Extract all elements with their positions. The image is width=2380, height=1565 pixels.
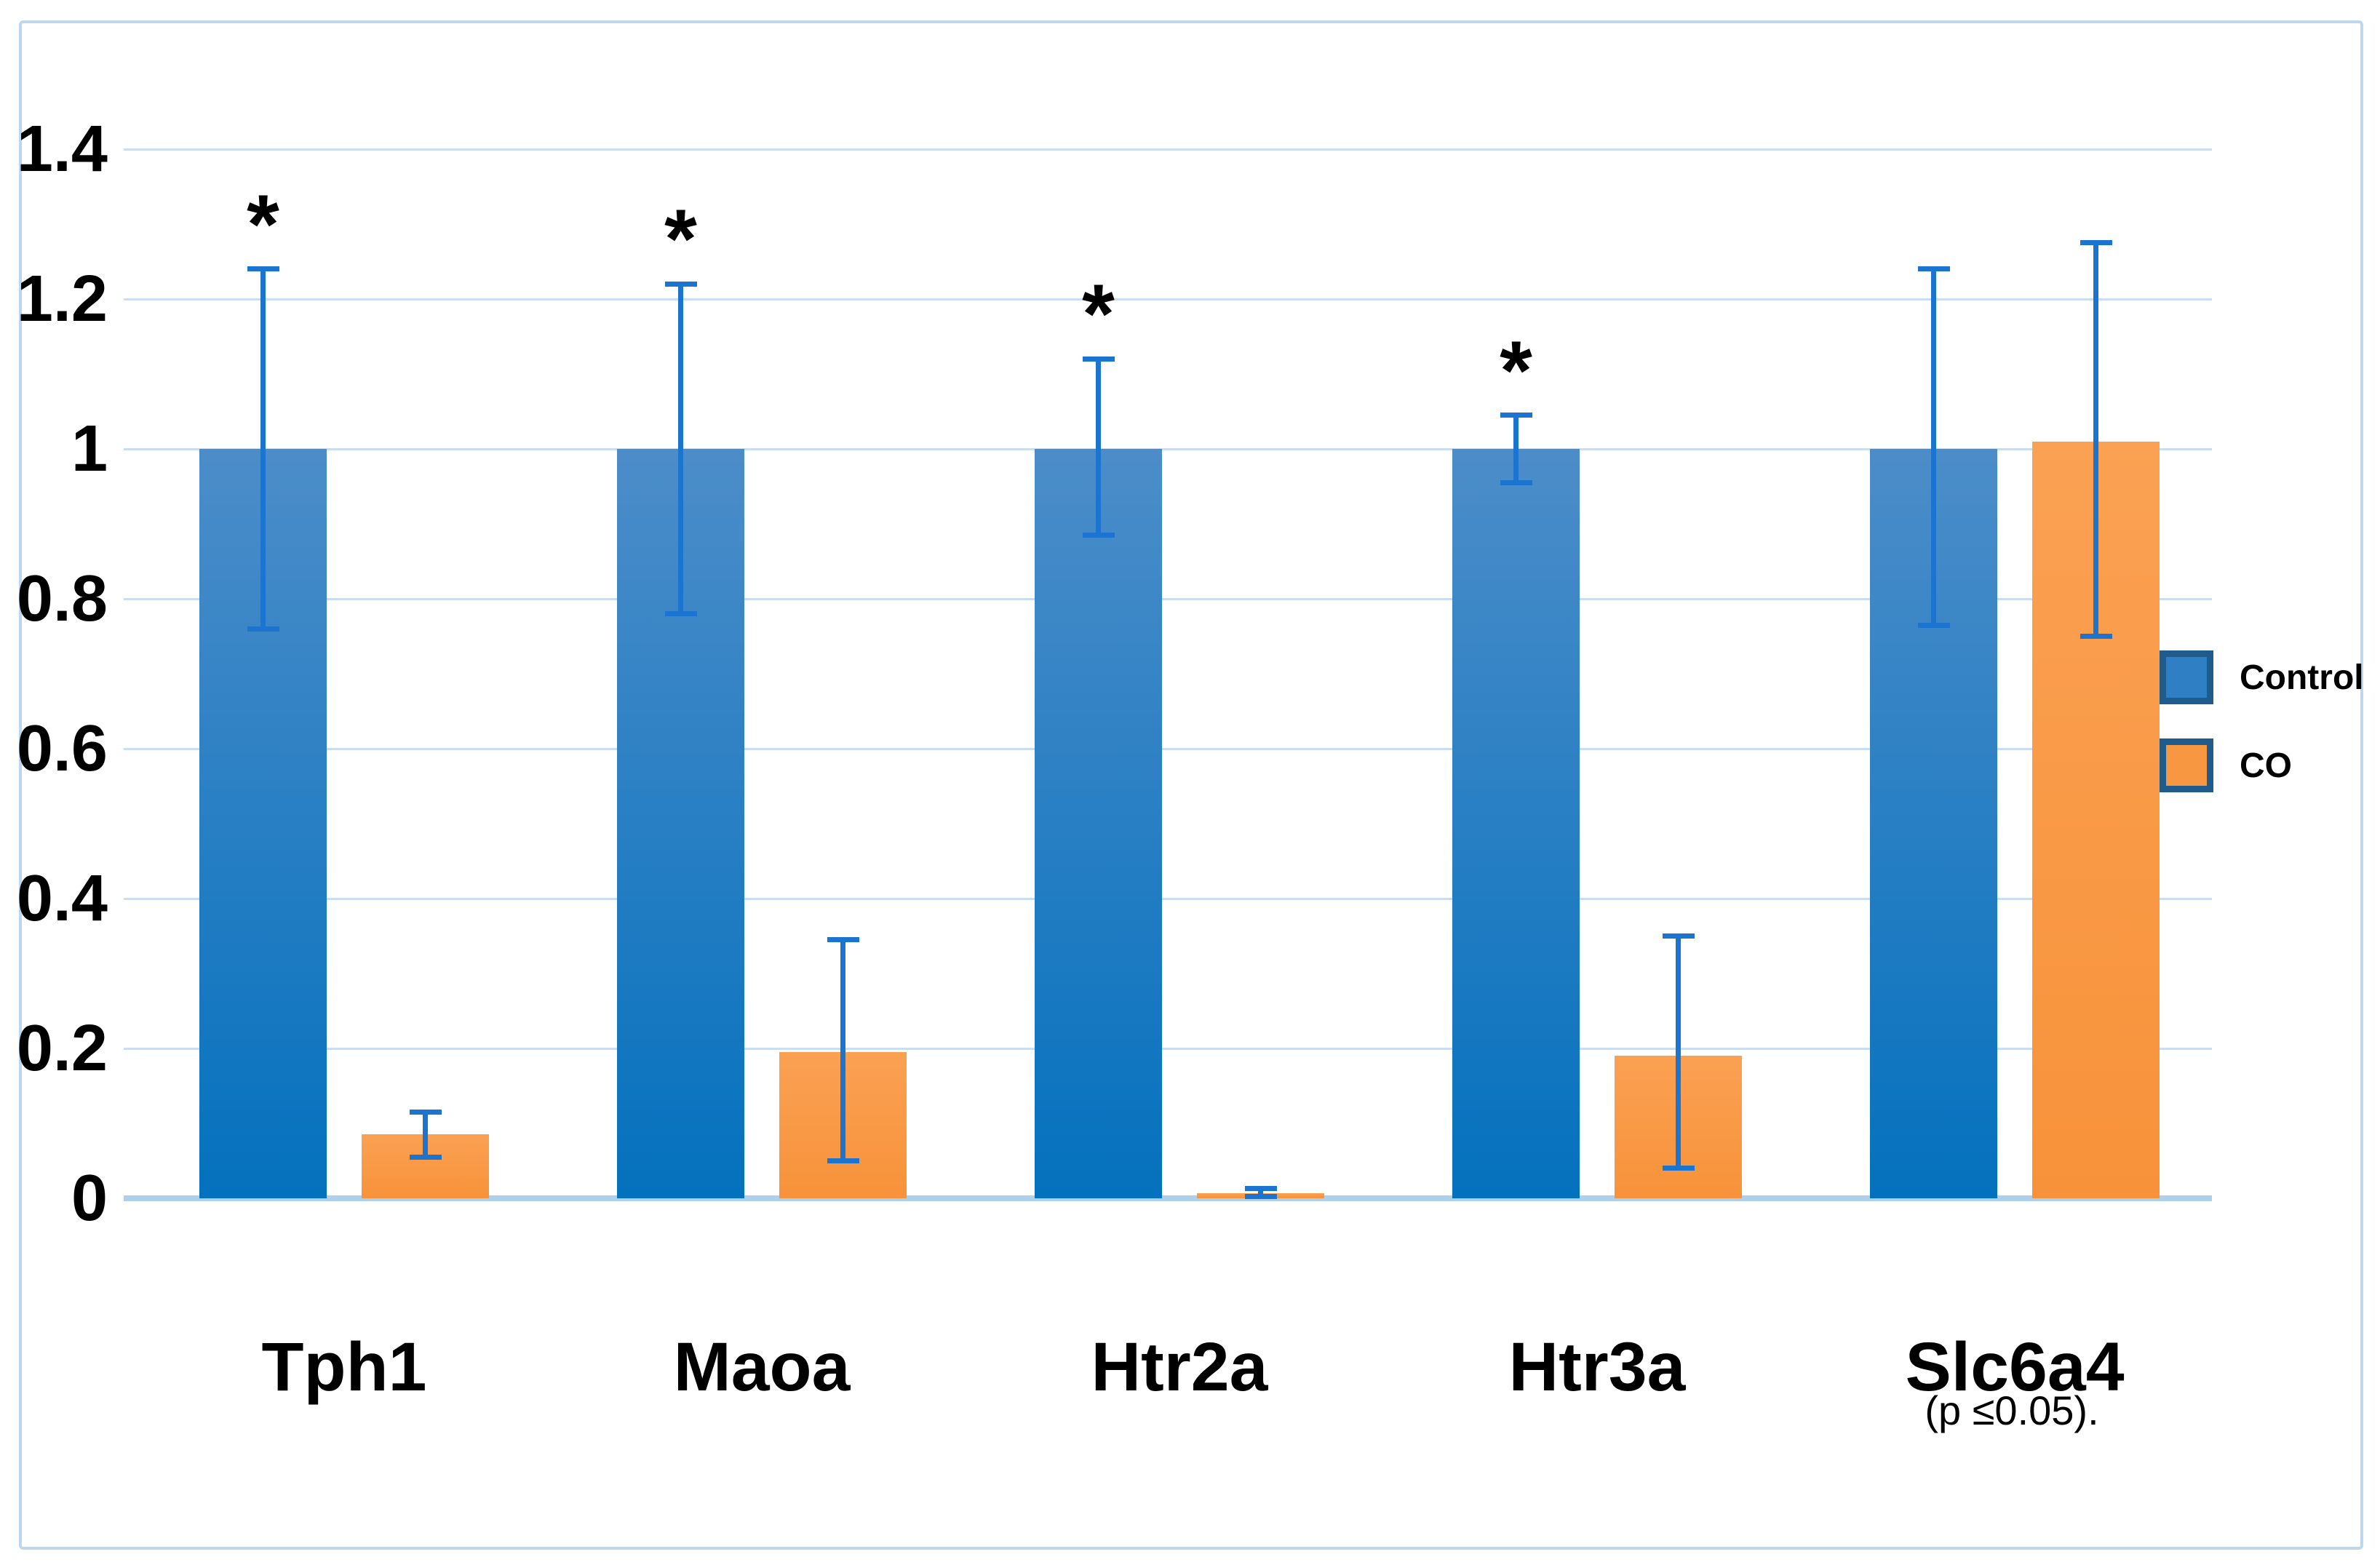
error-bar-cap bbox=[1500, 413, 1532, 418]
error-bar-co-slc6a4 bbox=[2093, 242, 2098, 637]
gridline bbox=[124, 447, 2212, 450]
gridline bbox=[124, 897, 2212, 900]
error-bar-cap bbox=[1662, 1166, 1695, 1171]
p-value-annotation: (p ≤0.05). bbox=[1925, 1387, 2099, 1433]
error-bar-cap bbox=[1662, 933, 1695, 939]
error-bar-control-maoa bbox=[678, 284, 683, 614]
error-bar-co-tph1 bbox=[423, 1112, 428, 1158]
significance-asterisk-htr3a: * bbox=[1500, 324, 1532, 418]
error-bar-cap bbox=[409, 1154, 442, 1160]
error-bar-cap bbox=[1500, 479, 1532, 485]
error-bar-cap bbox=[247, 266, 279, 272]
error-bar-control-htr2a bbox=[1096, 359, 1101, 535]
y-tick-label: 0.2 bbox=[16, 1012, 108, 1085]
control-swatch-icon bbox=[2160, 650, 2213, 704]
significance-asterisk-tph1: * bbox=[247, 178, 279, 271]
y-tick-label: 1.2 bbox=[16, 263, 108, 335]
gridline bbox=[124, 148, 2212, 151]
y-tick-label: 0 bbox=[71, 1162, 108, 1235]
error-bar-cap bbox=[2079, 634, 2112, 639]
legend-label-co: CO bbox=[2240, 746, 2292, 785]
co-swatch-icon bbox=[2160, 738, 2213, 792]
gridline bbox=[124, 747, 2212, 750]
gridline bbox=[124, 298, 2212, 300]
error-bar-cap bbox=[2079, 240, 2112, 246]
error-bar-cap bbox=[1082, 532, 1115, 538]
gridline bbox=[124, 1047, 2212, 1050]
error-bar-cap bbox=[1082, 356, 1115, 362]
y-tick-label: 0.4 bbox=[16, 862, 108, 935]
legend-item-control: Control bbox=[2160, 650, 2364, 704]
error-bar-co-maoa bbox=[840, 939, 845, 1161]
x-axis-label-tph1: Tph1 bbox=[261, 1329, 427, 1406]
error-bar-cap bbox=[1244, 1186, 1277, 1192]
error-bar-cap bbox=[664, 611, 697, 617]
x-axis-label-maoa: Maoa bbox=[673, 1329, 851, 1406]
y-tick-label: 0.8 bbox=[16, 562, 108, 635]
error-bar-co-htr3a bbox=[1676, 936, 1681, 1168]
error-bar-cap bbox=[247, 626, 279, 632]
legend-item-co: CO bbox=[2160, 738, 2364, 792]
x-axis-label-slc6a4: Slc6a4 bbox=[1905, 1329, 2125, 1406]
error-bar-co-htr2a bbox=[1258, 1188, 1263, 1197]
bar-control-htr2a bbox=[1035, 449, 1162, 1198]
error-bar-cap bbox=[409, 1110, 442, 1115]
x-axis-label-htr3a: Htr3a bbox=[1508, 1329, 1686, 1406]
error-bar-cap bbox=[1917, 622, 1950, 628]
error-bar-control-htr3a bbox=[1513, 415, 1519, 483]
error-bar-control-slc6a4 bbox=[1931, 268, 1936, 626]
error-bar-cap bbox=[827, 1158, 859, 1163]
legend-label-control: Control bbox=[2240, 658, 2364, 697]
y-tick-label: 0.6 bbox=[16, 712, 108, 785]
error-bar-cap bbox=[827, 937, 859, 943]
y-tick-label: 1 bbox=[71, 413, 108, 485]
error-bar-cap bbox=[1244, 1194, 1277, 1200]
bar-control-htr3a bbox=[1452, 449, 1580, 1198]
legend: Control CO bbox=[2160, 650, 2364, 792]
error-bar-cap bbox=[1917, 266, 1950, 272]
error-bar-control-tph1 bbox=[260, 268, 266, 629]
significance-asterisk-htr2a: * bbox=[1082, 268, 1115, 362]
x-axis-label-htr2a: Htr2a bbox=[1091, 1329, 1268, 1406]
x-axis-baseline bbox=[124, 1195, 2212, 1201]
error-bar-cap bbox=[664, 281, 697, 287]
gridline bbox=[124, 597, 2212, 600]
significance-asterisk-maoa: * bbox=[664, 193, 697, 287]
y-tick-label: 1.4 bbox=[16, 113, 108, 186]
